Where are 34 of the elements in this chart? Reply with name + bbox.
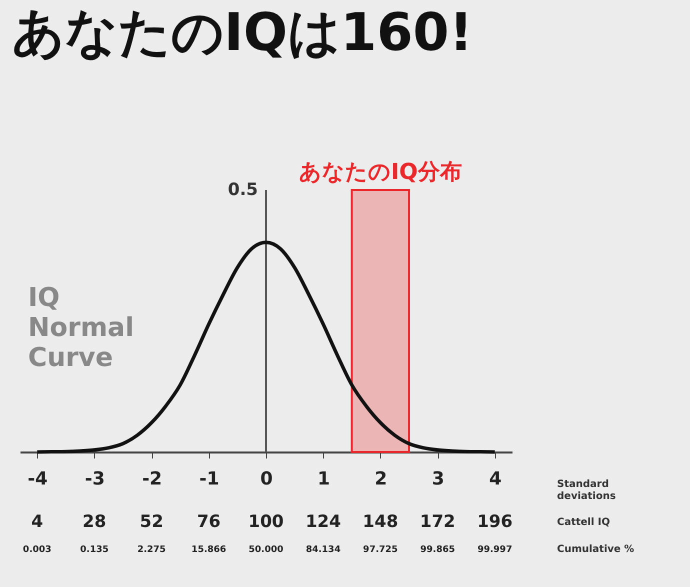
- x-tick-label: 2: [374, 468, 388, 490]
- x-tick-label: -4: [28, 468, 48, 490]
- text: 15.866: [191, 545, 226, 555]
- text: 124: [305, 512, 342, 532]
- text: Cattell IQ: [557, 517, 610, 528]
- text: 4: [31, 512, 44, 532]
- text: 0.003: [22, 545, 52, 555]
- x-tick-label: 1: [317, 468, 330, 490]
- text: 28: [82, 512, 106, 532]
- text: 84.134: [306, 545, 341, 555]
- text: Standard deviations: [557, 479, 616, 502]
- text: 97.725: [363, 545, 398, 555]
- text: 100: [248, 512, 284, 532]
- text: 0.5: [228, 180, 258, 200]
- text: 52: [140, 512, 164, 532]
- text: 2.275: [137, 545, 166, 555]
- x-tick-label: -3: [84, 468, 105, 490]
- chart-title: あなたのIQは160!: [12, 3, 473, 63]
- text: 196: [477, 512, 513, 532]
- text: 99.997: [477, 545, 512, 555]
- x-tick-label: -2: [142, 468, 162, 490]
- band-label: あなたのIQ分布: [298, 160, 462, 185]
- text: 172: [420, 512, 456, 532]
- text: 76: [196, 512, 221, 532]
- text: Cumulative %: [557, 544, 634, 555]
- x-tick-label: -1: [199, 468, 220, 490]
- x-tick-label: 3: [432, 468, 444, 490]
- x-tick-label: 0: [260, 468, 273, 490]
- text: 0.135: [80, 545, 109, 555]
- annotation: IQ Normal Curve: [28, 283, 134, 373]
- text: 50.000: [248, 545, 284, 555]
- text: 148: [362, 512, 398, 532]
- x-tick-label: 4: [489, 468, 502, 490]
- text: 99.865: [420, 545, 455, 555]
